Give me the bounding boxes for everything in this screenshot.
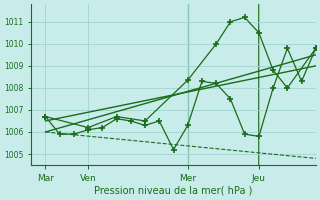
X-axis label: Pression niveau de la mer( hPa ): Pression niveau de la mer( hPa ) — [94, 186, 253, 196]
